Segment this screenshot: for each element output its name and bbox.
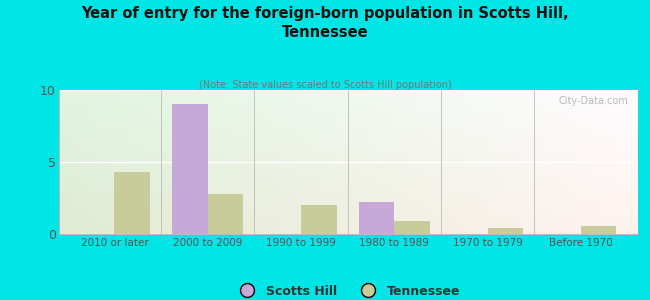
Bar bbox=[208, 194, 243, 234]
Bar bbox=[395, 221, 430, 234]
Bar bbox=[301, 205, 337, 234]
Bar bbox=[488, 227, 523, 234]
Bar bbox=[581, 226, 616, 234]
Text: Year of entry for the foreign-born population in Scotts Hill,
Tennessee: Year of entry for the foreign-born popul… bbox=[81, 6, 569, 40]
Text: (Note: State values scaled to Scotts Hill population): (Note: State values scaled to Scotts Hil… bbox=[199, 80, 451, 89]
Bar bbox=[114, 172, 150, 234]
Legend: Scotts Hill, Tennessee: Scotts Hill, Tennessee bbox=[230, 280, 465, 300]
Bar bbox=[172, 104, 208, 234]
Text: City-Data.com: City-Data.com bbox=[558, 96, 629, 106]
Bar bbox=[359, 202, 395, 234]
